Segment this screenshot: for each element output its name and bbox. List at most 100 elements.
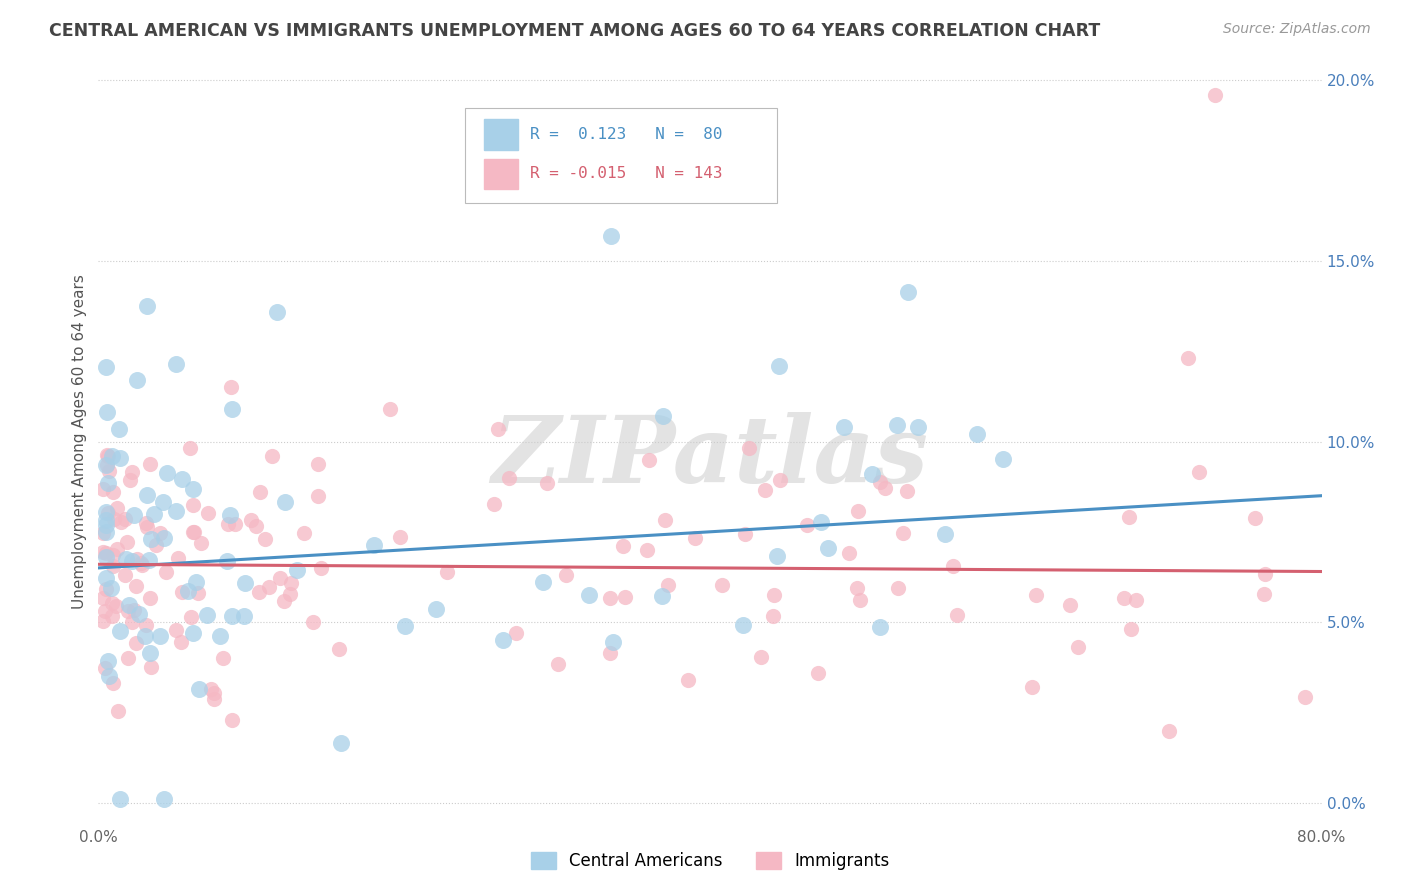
Point — [260, 450, 283, 464]
Point — [966, 427, 988, 442]
Point — [1294, 690, 1316, 704]
Point — [195, 607, 218, 622]
Point — [145, 538, 167, 552]
Point — [139, 646, 162, 660]
Point — [873, 482, 896, 496]
Point — [118, 598, 141, 612]
Point — [91, 614, 114, 628]
Point — [190, 535, 212, 549]
Point — [170, 472, 193, 486]
Point — [114, 511, 136, 525]
Point — [614, 590, 637, 604]
Point — [221, 608, 243, 623]
Point — [96, 458, 118, 473]
Point — [108, 624, 131, 638]
Point — [636, 542, 658, 557]
Text: R =  0.123   N =  80: R = 0.123 N = 80 — [530, 127, 723, 142]
Point — [711, 578, 734, 592]
Point — [486, 422, 509, 436]
Point — [217, 516, 239, 531]
Point — [846, 504, 869, 518]
Point — [149, 526, 172, 541]
Point — [273, 594, 295, 608]
Point — [731, 618, 754, 632]
Point — [165, 504, 187, 518]
Point — [101, 485, 124, 500]
Point — [328, 641, 350, 656]
Point — [817, 541, 839, 555]
Point — [531, 574, 554, 589]
Point — [1112, 591, 1135, 606]
Point — [492, 632, 515, 647]
Point — [849, 593, 872, 607]
Point — [121, 615, 143, 629]
Point — [292, 526, 315, 541]
Point — [832, 420, 855, 434]
Point — [101, 548, 124, 562]
Point — [425, 601, 447, 615]
Point — [233, 575, 256, 590]
Point — [676, 673, 699, 688]
Point — [1157, 724, 1180, 739]
Point — [942, 558, 965, 573]
Point — [139, 660, 162, 674]
Point — [101, 675, 124, 690]
Point — [1244, 510, 1267, 524]
Point — [127, 552, 149, 566]
Point — [1118, 509, 1140, 524]
Point — [652, 409, 675, 423]
Point — [108, 450, 131, 465]
Point — [153, 531, 176, 545]
Point — [612, 540, 634, 554]
Bar — [484, 120, 517, 150]
Point — [329, 736, 352, 750]
Point — [105, 599, 128, 614]
Point — [184, 575, 207, 590]
Point — [94, 518, 117, 533]
Point — [254, 532, 277, 546]
Point — [94, 360, 117, 375]
Text: 0.0%: 0.0% — [79, 830, 118, 846]
Point — [103, 512, 125, 526]
Point — [762, 609, 785, 624]
Point — [734, 527, 756, 541]
Point — [224, 516, 246, 531]
Point — [105, 501, 128, 516]
Point — [259, 580, 281, 594]
Point — [1188, 466, 1211, 480]
Point — [219, 508, 242, 522]
Point — [169, 635, 191, 649]
Point — [307, 457, 329, 471]
Point — [394, 619, 416, 633]
Point — [651, 589, 673, 603]
Point — [845, 581, 868, 595]
Point — [94, 549, 117, 564]
Point — [683, 531, 706, 545]
Point — [307, 489, 329, 503]
Point — [886, 418, 908, 433]
Point — [181, 524, 204, 539]
Point — [388, 530, 411, 544]
Point — [135, 618, 157, 632]
Point — [120, 473, 142, 487]
Point — [138, 591, 160, 605]
Text: 80.0%: 80.0% — [1298, 830, 1346, 846]
Point — [637, 452, 659, 467]
Point — [117, 604, 139, 618]
Point — [94, 505, 117, 519]
Point — [107, 422, 129, 436]
Point — [1119, 622, 1142, 636]
Point — [578, 588, 600, 602]
Point — [378, 402, 401, 417]
Point — [768, 359, 790, 373]
Point — [768, 473, 790, 487]
Point — [138, 553, 160, 567]
Point — [554, 568, 576, 582]
Point — [247, 584, 270, 599]
Point — [125, 636, 148, 650]
Point — [156, 467, 179, 481]
Point — [181, 626, 204, 640]
Point — [269, 571, 291, 585]
Point — [285, 563, 308, 577]
Point — [97, 450, 120, 464]
